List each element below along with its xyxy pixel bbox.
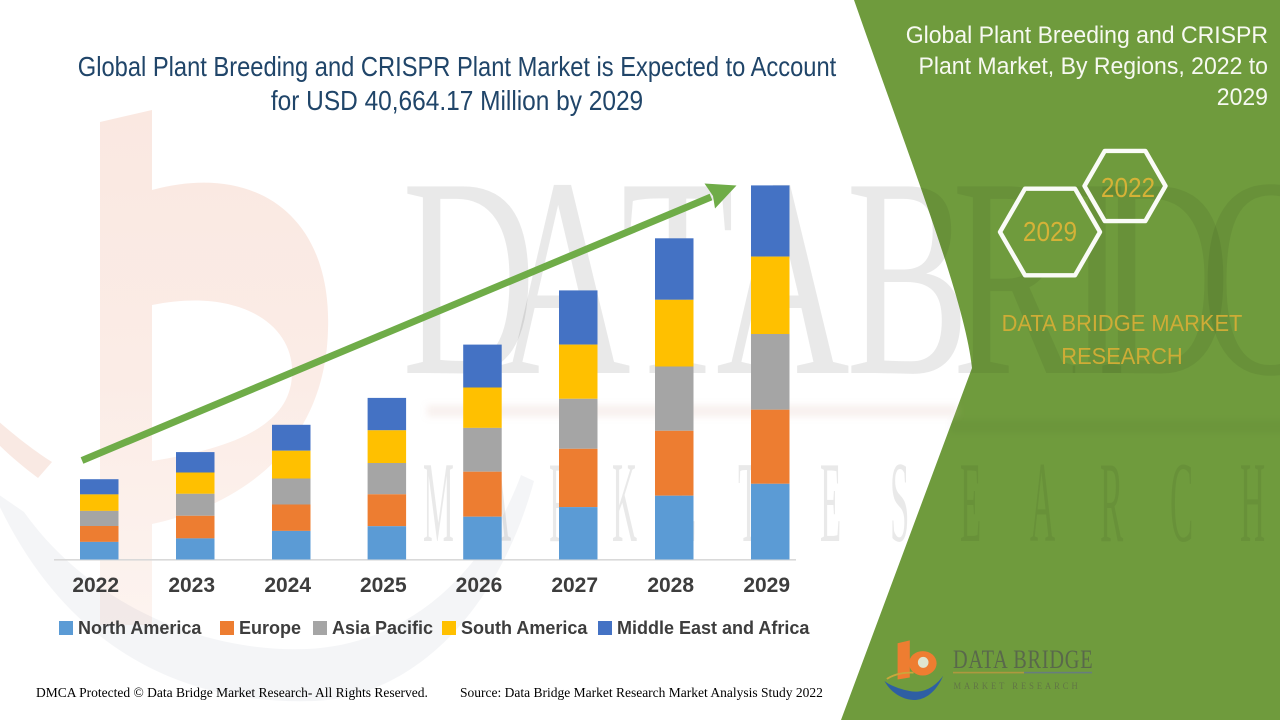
svg-text:B: B bbox=[846, 119, 970, 434]
svg-text:D: D bbox=[1097, 119, 1231, 434]
svg-text:A: A bbox=[1030, 438, 1055, 567]
svg-text:C: C bbox=[1170, 438, 1193, 567]
svg-text:M: M bbox=[423, 438, 454, 567]
svg-text:E: E bbox=[820, 438, 841, 567]
svg-text:DATA BRIDGE: DATA BRIDGE bbox=[953, 646, 1093, 675]
svg-text:K: K bbox=[612, 438, 637, 567]
svg-text:MARKET RESEARCH: MARKET RESEARCH bbox=[954, 681, 1081, 692]
svg-text:H: H bbox=[1240, 438, 1265, 567]
svg-text:E: E bbox=[820, 438, 841, 567]
svg-text:R: R bbox=[1100, 438, 1123, 567]
svg-text:E: E bbox=[960, 438, 981, 567]
svg-text:K: K bbox=[612, 438, 637, 567]
svg-text:M: M bbox=[423, 438, 454, 567]
svg-text:S: S bbox=[890, 438, 909, 567]
svg-text:G: G bbox=[1200, 119, 1280, 434]
